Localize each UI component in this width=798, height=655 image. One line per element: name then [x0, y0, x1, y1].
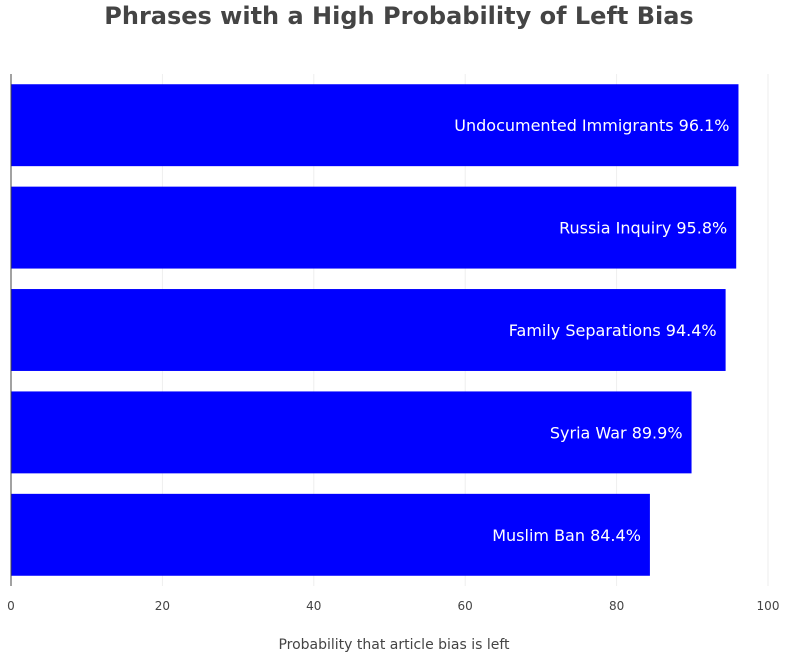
x-tick-layer: 0 20 40 60 80 100	[7, 599, 779, 613]
x-tick-label: 40	[306, 599, 321, 613]
bar	[11, 186, 737, 269]
x-tick-label: 0	[7, 599, 15, 613]
x-tick-label: 80	[609, 599, 624, 613]
bar	[11, 391, 692, 474]
bar-label: Family Separations 94.4%	[509, 321, 717, 340]
bar-label: Muslim Ban 84.4%	[492, 526, 641, 545]
chart-title: Phrases with a High Probability of Left …	[104, 2, 694, 30]
x-tick-label: 60	[458, 599, 473, 613]
bar-layer	[11, 84, 739, 576]
bar-label: Russia Inquiry 95.8%	[559, 219, 727, 238]
bar-label: Syria War 89.9%	[550, 423, 683, 442]
x-tick-label: 20	[155, 599, 170, 613]
bar	[11, 84, 739, 167]
bar-label: Undocumented Immigrants 96.1%	[454, 116, 729, 135]
bar-label-layer: Undocumented Immigrants 96.1% Russia Inqu…	[454, 116, 729, 545]
bar	[11, 289, 726, 371]
x-axis-title: Probability that article bias is left	[278, 637, 510, 653]
bar	[11, 493, 650, 576]
x-tick-label: 100	[757, 599, 780, 613]
